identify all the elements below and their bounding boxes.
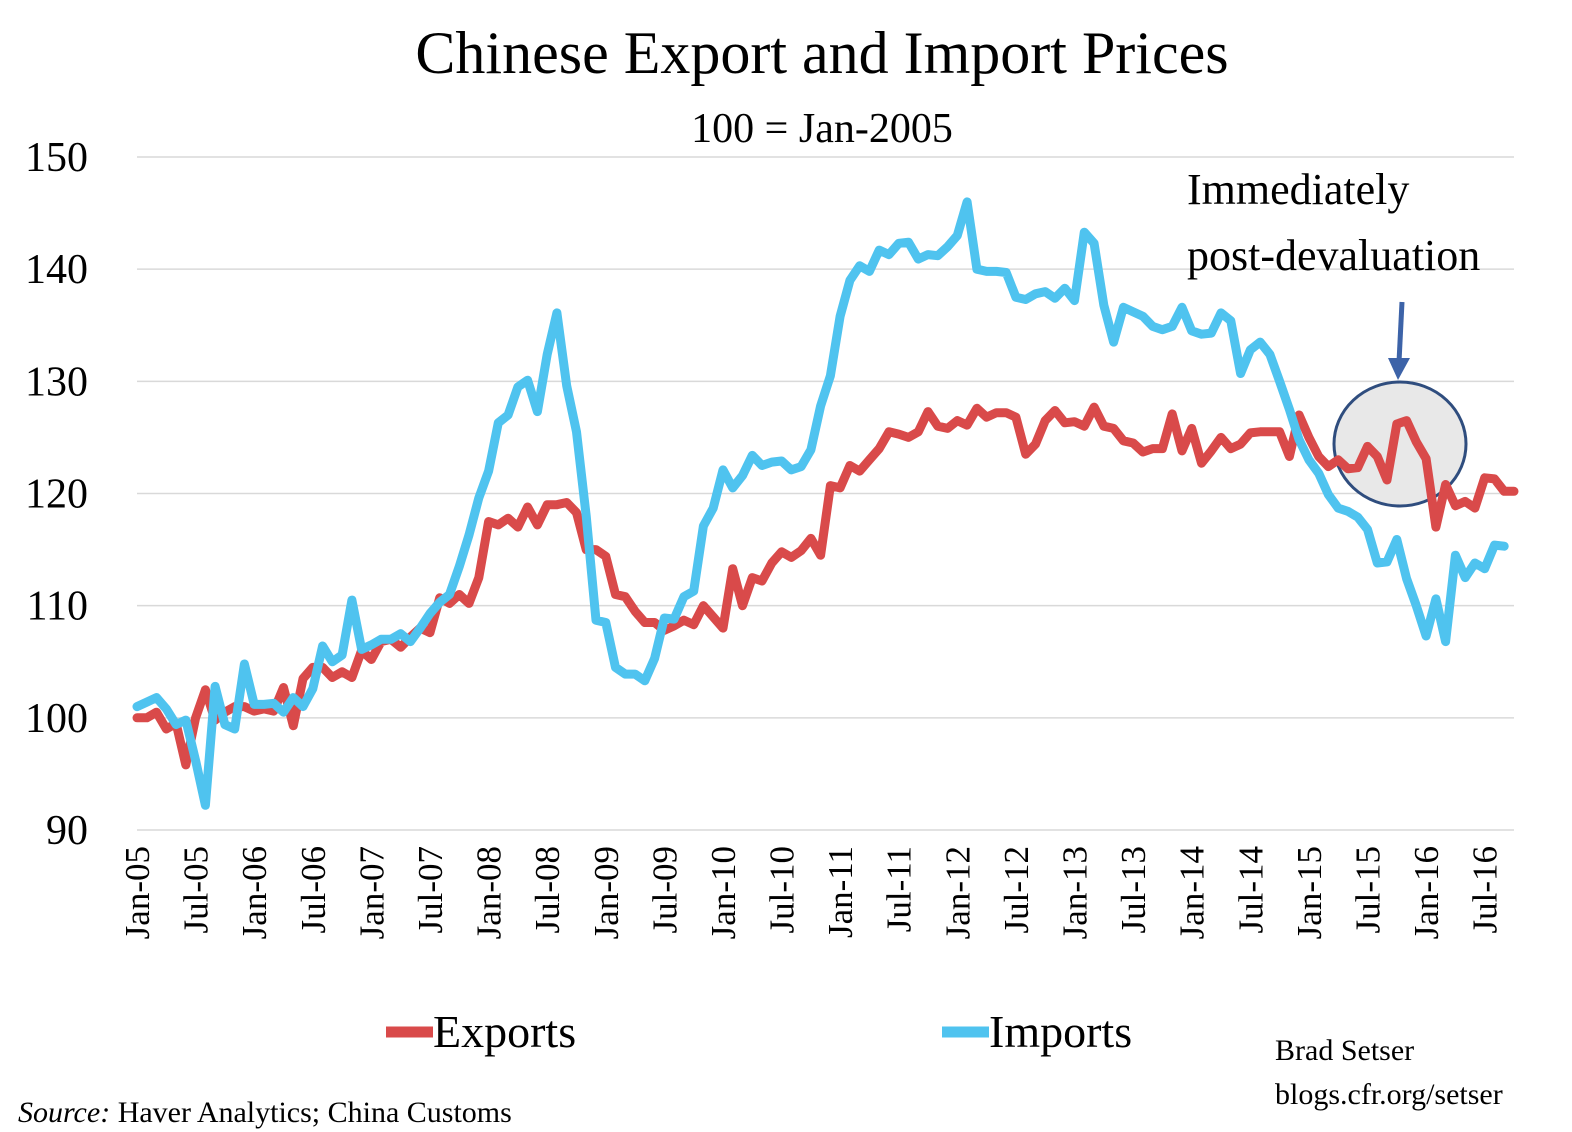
y-tick-label: 120 bbox=[25, 472, 88, 518]
annotation-line-1: Immediately bbox=[1187, 165, 1409, 214]
x-tick-label: Jul-11 bbox=[880, 846, 919, 932]
y-tick-label: 130 bbox=[25, 359, 88, 405]
x-tick-label: Jan-07 bbox=[352, 846, 391, 939]
y-axis-ticks: 150 140 130 120 110 100 90 bbox=[25, 135, 88, 854]
x-tick-label: Jan-05 bbox=[118, 846, 157, 939]
x-tick-label: Jan-08 bbox=[470, 846, 509, 939]
x-tick-label: Jan-14 bbox=[1173, 846, 1212, 939]
series-lines bbox=[132, 197, 1519, 810]
devaluation-highlight-circle bbox=[1332, 380, 1468, 508]
legend-label-exports: Exports bbox=[433, 1006, 576, 1057]
source-note: Source: Haver Analytics; China Customs bbox=[18, 1096, 512, 1129]
x-tick-label: Jul-06 bbox=[294, 846, 333, 934]
x-tick-label: Jul-16 bbox=[1466, 846, 1505, 934]
x-tick-label: Jan-09 bbox=[587, 846, 626, 939]
y-tick-label: 150 bbox=[25, 135, 88, 181]
x-tick-label: Jan-16 bbox=[1407, 846, 1446, 939]
x-tick-label: Jul-13 bbox=[1114, 846, 1153, 934]
y-tick-label: 100 bbox=[25, 696, 88, 742]
x-tick-label: Jul-05 bbox=[177, 846, 216, 934]
credit-author: Brad Setser bbox=[1275, 1034, 1414, 1067]
credit-url: blogs.cfr.org/setser bbox=[1275, 1078, 1503, 1111]
legend-label-imports: Imports bbox=[989, 1006, 1132, 1057]
chart-title: Chinese Export and Import Prices bbox=[415, 20, 1228, 86]
x-tick-label: Jul-14 bbox=[1231, 846, 1270, 934]
x-tick-label: Jul-09 bbox=[645, 846, 684, 934]
legend: Exports Imports bbox=[386, 1006, 1132, 1057]
annotation-arrow bbox=[1388, 301, 1410, 380]
x-tick-label: Jan-13 bbox=[1056, 846, 1095, 939]
x-tick-label: Jul-08 bbox=[528, 846, 567, 934]
x-tick-label: Jan-06 bbox=[235, 846, 274, 939]
x-tick-label: Jan-10 bbox=[704, 846, 743, 939]
x-tick-label: Jul-12 bbox=[997, 846, 1036, 934]
y-tick-label: 110 bbox=[27, 584, 88, 630]
x-tick-label: Jul-07 bbox=[411, 846, 450, 934]
source-label: Source: bbox=[18, 1096, 110, 1129]
x-tick-label: Jan-15 bbox=[1290, 846, 1329, 939]
y-tick-label: 90 bbox=[46, 808, 88, 854]
y-tick-label: 140 bbox=[25, 247, 88, 293]
series-line-imports bbox=[132, 197, 1509, 810]
series-line-exports bbox=[132, 402, 1519, 770]
x-tick-label: Jul-15 bbox=[1349, 846, 1388, 934]
source-text: Haver Analytics; China Customs bbox=[110, 1096, 512, 1129]
x-axis-ticks: Jan-05 Jul-05 Jan-06 Jul-06 Jan-07 Jul-07 Jan-… bbox=[118, 846, 1505, 939]
x-tick-label: Jan-11 bbox=[821, 846, 860, 938]
chart-subtitle: 100 = Jan-2005 bbox=[691, 106, 953, 152]
x-tick-label: Jan-12 bbox=[938, 846, 977, 939]
annotation-line-2: post-devaluation bbox=[1187, 231, 1480, 280]
x-tick-label: Jul-10 bbox=[763, 846, 802, 934]
